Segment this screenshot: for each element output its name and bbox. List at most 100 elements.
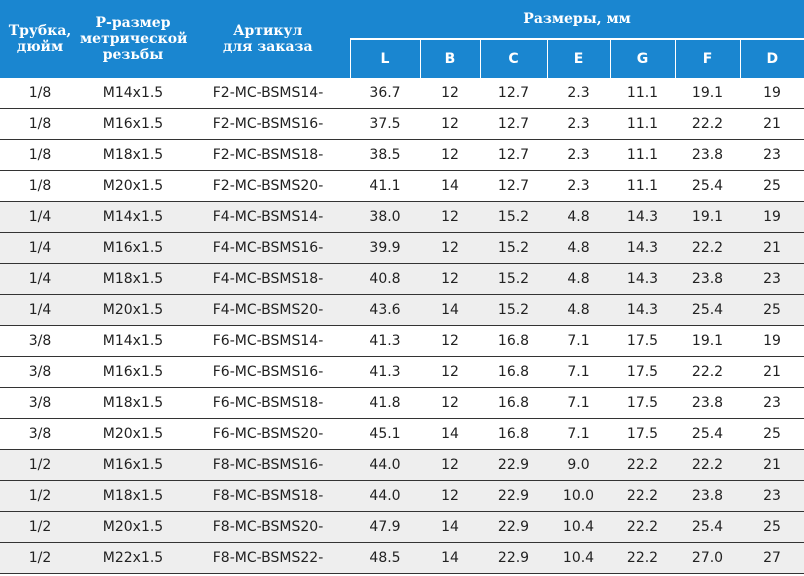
cell: 25.4 <box>675 418 740 450</box>
cell: 11.1 <box>610 170 675 202</box>
cell: 25.4 <box>675 294 740 326</box>
header-line: дюйм <box>16 39 64 55</box>
cell: 4.8 <box>547 232 610 264</box>
column-header: Артикул для заказа <box>186 0 350 78</box>
dim-header: C <box>479 39 547 78</box>
cell: 41.1 <box>350 170 420 202</box>
table-row: 3/8 M16x1.5 F6-MC-BSMS16- 41.3 12 16.8 7.1 17.5… <box>0 356 804 388</box>
cell: M18x1.5 <box>80 263 186 295</box>
cell: 22.2 <box>675 108 740 140</box>
table-row: 1/2 M22x1.5 F8-MC-BSMS22- 48.5 14 22.9 10.4 22.… <box>0 542 804 574</box>
cell: 17.5 <box>610 387 675 419</box>
cell: 3/8 <box>0 387 80 419</box>
cell: 12 <box>420 325 480 357</box>
cell: 15.2 <box>480 294 547 326</box>
cell: 12 <box>420 108 480 140</box>
cell: 12.7 <box>480 170 547 202</box>
cell: F8-MC-BSMS22- <box>186 542 350 574</box>
table-row: 1/8 M18x1.5 F2-MC-BSMS18- 38.5 12 12.7 2.3 11.1… <box>0 139 804 171</box>
cell: 39.9 <box>350 232 420 264</box>
cell: 41.3 <box>350 325 420 357</box>
table-row: 1/2 M18x1.5 F8-MC-BSMS18- 44.0 12 22.9 10.0 22.… <box>0 480 804 512</box>
cell: F2-MC-BSMS14- <box>186 78 350 109</box>
dim-header: L <box>349 39 420 78</box>
cell: 12 <box>420 139 480 171</box>
cell: 14 <box>420 170 480 202</box>
table-row: 1/4 M18x1.5 F4-MC-BSMS18- 40.8 12 15.2 4.8 14.3… <box>0 263 804 295</box>
cell: 27.0 <box>675 542 740 574</box>
cell: F4-MC-BSMS18- <box>186 263 350 295</box>
cell: M20x1.5 <box>80 294 186 326</box>
cell: 4.8 <box>547 201 610 233</box>
cell: 22.2 <box>610 542 675 574</box>
cell: 12.7 <box>480 108 547 140</box>
cell: 15.2 <box>480 201 547 233</box>
cell: 11.1 <box>610 139 675 171</box>
cell: M22x1.5 <box>80 542 186 574</box>
cell: 16.8 <box>480 356 547 388</box>
cell: 11.1 <box>610 78 675 109</box>
cell: 1/2 <box>0 480 80 512</box>
cell: M14x1.5 <box>80 325 186 357</box>
cell: 16.8 <box>480 418 547 450</box>
cell: F4-MC-BSMS14- <box>186 201 350 233</box>
cell: 23 <box>740 387 804 419</box>
cell: 19 <box>740 325 804 357</box>
cell: 16.8 <box>480 325 547 357</box>
cell: 27 <box>740 542 804 574</box>
header-line: резьбы <box>102 47 164 63</box>
cell: 17.5 <box>610 356 675 388</box>
cell: 22.9 <box>480 511 547 543</box>
cell: 22.2 <box>610 480 675 512</box>
cell: F6-MC-BSMS18- <box>186 387 350 419</box>
cell: 3/8 <box>0 418 80 450</box>
cell: 4.8 <box>547 294 610 326</box>
cell: 25 <box>740 511 804 543</box>
table-row: 1/2 M16x1.5 F8-MC-BSMS16- 44.0 12 22.9 9.0 22.2… <box>0 449 804 481</box>
table-row: 1/8 M16x1.5 F2-MC-BSMS16- 37.5 12 12.7 2.3 11.1… <box>0 108 804 140</box>
table-row: 1/4 M20x1.5 F4-MC-BSMS20- 43.6 14 15.2 4.8 14.3… <box>0 294 804 326</box>
cell: M16x1.5 <box>80 356 186 388</box>
cell: 7.1 <box>547 325 610 357</box>
table-row: 3/8 M18x1.5 F6-MC-BSMS18- 41.8 12 16.8 7.1 17.5… <box>0 387 804 419</box>
cell: M18x1.5 <box>80 480 186 512</box>
cell: F2-MC-BSMS16- <box>186 108 350 140</box>
cell: 23 <box>740 480 804 512</box>
cell: 16.8 <box>480 387 547 419</box>
table-row: 1/4 M14x1.5 F4-MC-BSMS14- 38.0 12 15.2 4.8 14.3… <box>0 201 804 233</box>
cell: 22.9 <box>480 542 547 574</box>
cell: 1/8 <box>0 78 80 109</box>
table-row: 1/4 M16x1.5 F4-MC-BSMS16- 39.9 12 15.2 4.8 14.3… <box>0 232 804 264</box>
cell: 1/4 <box>0 201 80 233</box>
cell: 19 <box>740 201 804 233</box>
table-row: 3/8 M20x1.5 F6-MC-BSMS20- 45.1 14 16.8 7.1 17.5… <box>0 418 804 450</box>
cell: 38.0 <box>350 201 420 233</box>
cell: 23.8 <box>675 139 740 171</box>
cell: M16x1.5 <box>80 449 186 481</box>
cell: 25 <box>740 418 804 450</box>
cell: 1/4 <box>0 263 80 295</box>
cell: 2.3 <box>547 170 610 202</box>
cell: M18x1.5 <box>80 139 186 171</box>
cell: 21 <box>740 356 804 388</box>
cell: 12 <box>420 480 480 512</box>
cell: 38.5 <box>350 139 420 171</box>
cell: 37.5 <box>350 108 420 140</box>
cell: M20x1.5 <box>80 418 186 450</box>
cell: 1/8 <box>0 170 80 202</box>
cell: 44.0 <box>350 480 420 512</box>
table-row: 1/2 M20x1.5 F8-MC-BSMS20- 47.9 14 22.9 10.4 22.… <box>0 511 804 543</box>
dim-header: D <box>739 39 804 78</box>
cell: 19.1 <box>675 201 740 233</box>
cell: 22.2 <box>610 511 675 543</box>
cell: F6-MC-BSMS14- <box>186 325 350 357</box>
cell: 40.8 <box>350 263 420 295</box>
cell: 11.1 <box>610 108 675 140</box>
cell: 12.7 <box>480 139 547 171</box>
cell: M16x1.5 <box>80 232 186 264</box>
cell: M18x1.5 <box>80 387 186 419</box>
cell: F2-MC-BSMS18- <box>186 139 350 171</box>
cell: 12 <box>420 201 480 233</box>
